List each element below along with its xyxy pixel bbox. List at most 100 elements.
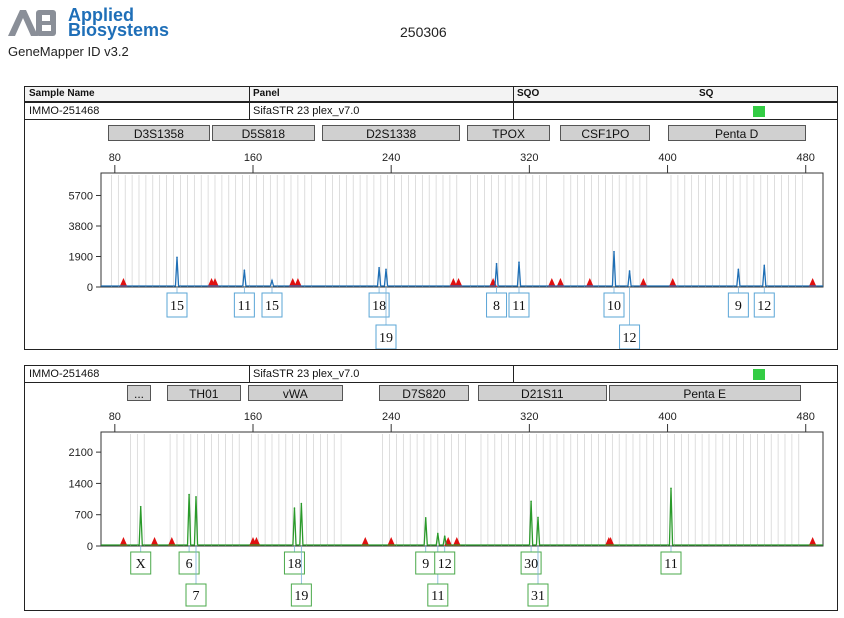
marker-th01[interactable]: TH01 — [166, 385, 241, 401]
y-tick-label: 2100 — [69, 447, 93, 459]
allele-peak[interactable] — [188, 493, 190, 496]
allele-call-box[interactable] — [290, 583, 312, 607]
sizing-standard-peak — [556, 278, 565, 287]
allele-call-label: 7 — [193, 589, 200, 604]
allele-call-box[interactable] — [427, 583, 449, 607]
allele-peak[interactable] — [670, 487, 672, 490]
allele-peak[interactable] — [378, 266, 380, 269]
allele-peak[interactable] — [613, 250, 615, 253]
allele-call-box[interactable] — [619, 324, 641, 349]
allele-call-box[interactable] — [185, 583, 207, 607]
sizing-standard-peak — [639, 278, 648, 287]
col-sq: SQ — [699, 88, 714, 99]
electropherogram-panel-blue: IMMO-251468 SifaSTR 23 plex_v7.0 D3S1358… — [24, 102, 838, 350]
allele-call-box[interactable] — [178, 551, 200, 575]
marker-vwa[interactable]: vWA — [247, 385, 343, 401]
allele-peak[interactable] — [385, 268, 387, 271]
allele-peak[interactable] — [518, 261, 520, 263]
electropherogram-plot: 80 160 240 320 400 480 0 700 1400 2100 X 6 7 18 19 9 11 1… — [69, 411, 824, 607]
y-tick-label: 1400 — [69, 478, 93, 490]
allele-call-box[interactable] — [727, 292, 749, 318]
allele-call-label: 11 — [512, 299, 525, 314]
allele-call-label: 9 — [735, 299, 742, 314]
sizing-standard-peak — [454, 278, 463, 287]
marker-d5s818[interactable]: D5S818 — [211, 125, 316, 141]
x-tick-label: 240 — [382, 411, 400, 423]
marker-penta-d[interactable]: Penta D — [667, 125, 806, 141]
y-tick-label: 0 — [87, 282, 93, 294]
allele-call-label: 19 — [379, 331, 393, 346]
allele-peak[interactable] — [763, 264, 766, 267]
software-version: GeneMapper ID v3.2 — [8, 44, 129, 59]
plot-frame — [100, 172, 824, 288]
applied-biosystems-logo: Applied Biosystems — [6, 6, 176, 46]
allele-peak[interactable] — [628, 270, 631, 272]
allele-call-box[interactable] — [603, 292, 625, 318]
x-tick-label: 320 — [520, 152, 538, 164]
allele-call-label: 11 — [431, 589, 444, 604]
allele-peak[interactable] — [443, 535, 446, 537]
allele-call-box[interactable] — [283, 551, 305, 575]
allele-call-label: 31 — [531, 589, 545, 604]
allele-peak[interactable] — [139, 505, 142, 508]
allele-peak[interactable] — [530, 500, 532, 503]
allele-call-box[interactable] — [486, 292, 508, 318]
electropherogram-panel-green: IMMO-251468 SifaSTR 23 plex_v7.0 ... TH01… — [24, 365, 838, 611]
allele-peak[interactable] — [271, 279, 273, 282]
y-tick-label: 0 — [87, 541, 93, 553]
sizing-standard-peak — [606, 537, 615, 546]
x-tick-label: 400 — [658, 411, 676, 423]
allele-peak[interactable] — [737, 268, 740, 271]
marker--[interactable]: ... — [126, 385, 152, 401]
allele-peak[interactable] — [495, 262, 498, 265]
bin-guide-lines — [111, 175, 803, 287]
sizing-standard-peak — [585, 278, 594, 287]
allele-call-box[interactable] — [520, 551, 542, 575]
allele-peak[interactable] — [424, 517, 427, 519]
allele-peak[interactable] — [195, 496, 197, 498]
sample-name: IMMO-251468 — [29, 368, 100, 380]
marker-d3s1358[interactable]: D3S1358 — [107, 125, 210, 141]
marker-d21s11[interactable]: D21S11 — [477, 385, 608, 401]
sizing-standard-peak — [808, 537, 817, 546]
sizing-standard-peak — [252, 537, 261, 546]
allele-call-box[interactable] — [660, 551, 682, 575]
allele-call-box[interactable] — [233, 292, 255, 318]
y-tick-label: 3800 — [69, 221, 93, 233]
marker-csf1po[interactable]: CSF1PO — [560, 125, 651, 141]
col-panel: Panel — [253, 88, 280, 99]
col-sample-name: Sample Name — [29, 88, 95, 99]
marker-penta-e[interactable]: Penta E — [608, 385, 801, 401]
allele-call-box[interactable] — [753, 292, 775, 318]
allele-call-label: 12 — [757, 299, 771, 314]
allele-peak[interactable] — [243, 269, 246, 271]
sizing-standard-peak — [449, 278, 458, 287]
allele-call-box[interactable] — [130, 551, 152, 575]
allele-peak[interactable] — [300, 502, 303, 505]
allele-call-box[interactable] — [368, 292, 390, 318]
allele-peak[interactable] — [176, 256, 178, 259]
x-tick-label: 160 — [244, 411, 262, 423]
x-tick-label: 400 — [658, 152, 676, 164]
col-sqo: SQO — [517, 88, 540, 99]
allele-call-label: 18 — [372, 299, 386, 314]
marker-d7s820[interactable]: D7S820 — [379, 385, 469, 401]
allele-call-box[interactable] — [261, 292, 283, 318]
marker-d2s1338[interactable]: D2S1338 — [322, 125, 461, 141]
allele-call-box[interactable] — [166, 292, 188, 318]
x-tick-label: 160 — [244, 152, 262, 164]
allele-call-box[interactable] — [508, 292, 530, 318]
panel-name: SifaSTR 23 plex_v7.0 — [253, 105, 360, 117]
allele-call-box[interactable] — [434, 551, 456, 575]
sizing-standard-peak — [167, 537, 176, 546]
sizing-standard-peak — [119, 537, 128, 546]
sizing-standard-peak — [452, 537, 461, 546]
allele-peak[interactable] — [437, 532, 439, 535]
sizing-standard-peak — [119, 278, 128, 287]
allele-peak[interactable] — [537, 516, 539, 519]
allele-call-box[interactable] — [375, 324, 397, 349]
allele-call-label: 9 — [422, 557, 429, 572]
marker-tpox[interactable]: TPOX — [467, 125, 551, 141]
allele-call-box[interactable] — [527, 583, 549, 607]
allele-peak[interactable] — [293, 507, 296, 509]
